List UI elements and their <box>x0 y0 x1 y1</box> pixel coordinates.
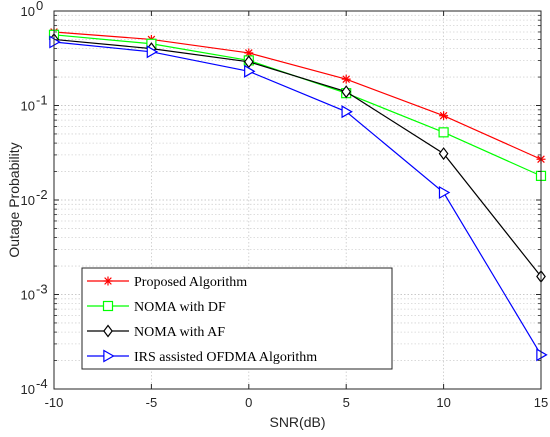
legend-label: IRS assisted OFDMA Algorithm <box>134 350 317 365</box>
triangle-marker <box>103 349 115 363</box>
series-line <box>53 41 542 356</box>
legend-entry: NOMA with AF <box>87 324 225 340</box>
x-tick-label: -10 <box>45 395 64 410</box>
legend-label: Proposed Algorithm <box>134 275 247 290</box>
y-axis-label: Outage Probability <box>6 142 22 257</box>
triangle-marker <box>146 45 159 59</box>
x-tick-label: 0 <box>245 395 252 410</box>
legend-entry: Proposed Algorithm <box>87 275 247 290</box>
series-line <box>53 38 542 277</box>
asterisk-stroke <box>439 111 448 120</box>
triangle-marker <box>536 348 548 362</box>
y-tick-label: 10 <box>21 288 35 303</box>
legend: Proposed Algorithm NOMA with DF NOMA with … <box>81 267 393 370</box>
y-tick-exponent: -3 <box>36 282 48 297</box>
x-tick-label: 15 <box>534 395 548 410</box>
x-tick-label: 5 <box>343 395 350 410</box>
x-tick-label: 10 <box>436 395 450 410</box>
x-tick-label: -5 <box>146 395 158 410</box>
y-tick-label: 10 <box>21 4 35 19</box>
y-tick-exponent: -2 <box>36 187 48 202</box>
legend-box <box>81 267 393 370</box>
diamond-marker <box>341 85 352 99</box>
y-tick-exponent: -1 <box>36 93 48 108</box>
legend-label: NOMA with DF <box>134 300 226 315</box>
legend-entry: NOMA with DF <box>87 300 226 315</box>
x-axis-label: SNR(dB) <box>269 414 325 430</box>
y-tick-label: 10 <box>21 193 35 208</box>
y-tick-label: 10 <box>21 99 35 114</box>
legend-entry: IRS assisted OFDMA Algorithm <box>87 349 317 365</box>
triangle-marker <box>341 105 353 119</box>
y-tick-exponent: 0 <box>36 0 43 13</box>
diamond-marker <box>243 55 254 69</box>
series-3 <box>49 32 546 284</box>
square-marker <box>438 127 449 138</box>
square-marker <box>102 300 114 312</box>
legend-label: NOMA with AF <box>134 325 225 340</box>
asterisk-marker <box>341 74 351 84</box>
series-line <box>53 31 542 160</box>
asterisk-marker <box>439 111 449 121</box>
triangle-marker <box>438 185 451 200</box>
y-tick-exponent: -4 <box>36 376 48 391</box>
y-tick-label: 10 <box>21 382 35 397</box>
asterisk-marker <box>103 276 113 286</box>
series-4 <box>49 35 548 362</box>
series-lines <box>48 27 548 362</box>
triangle-marker <box>244 64 256 78</box>
asterisk-stroke <box>342 75 350 83</box>
asterisk-stroke <box>245 49 253 57</box>
diamond-marker <box>438 147 449 161</box>
diamond-marker <box>103 324 113 338</box>
asterisk-stroke <box>104 277 112 285</box>
